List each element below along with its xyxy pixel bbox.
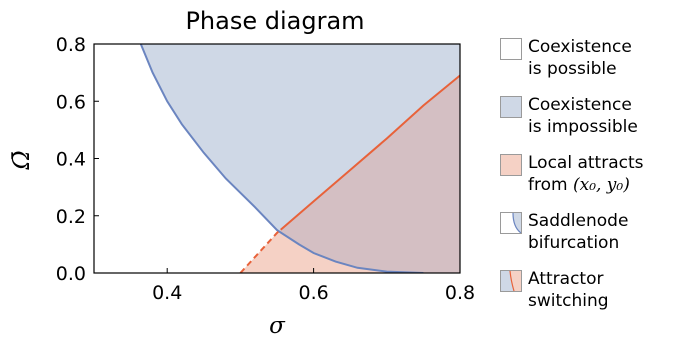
legend-label: Saddlenode bifurcation bbox=[528, 210, 628, 254]
legend-item: Coexistence is impossible bbox=[500, 94, 685, 152]
legend-label-text: Coexistence is possible bbox=[528, 37, 632, 79]
legend-item: Attractor switching bbox=[500, 268, 685, 326]
legend-label: Coexistence is impossible bbox=[528, 94, 638, 138]
legend: Coexistence is possible Coexistence is im… bbox=[500, 36, 685, 326]
y-tick-label: 0.2 bbox=[56, 206, 86, 228]
legend-label-text: Attractor switching bbox=[528, 269, 609, 311]
legend-label-text: Coexistence is impossible bbox=[528, 95, 638, 137]
chart-title: Phase diagram bbox=[185, 7, 364, 35]
legend-swatch bbox=[500, 38, 522, 60]
overlap-region bbox=[240, 75, 460, 273]
plot-area bbox=[139, 44, 460, 273]
attractor-switching-curve bbox=[280, 74, 460, 231]
legend-item: Local attracts from (x₀, y₀) bbox=[500, 152, 685, 210]
legend-swatch bbox=[500, 270, 522, 292]
y-axis-label: Ω̄ bbox=[9, 150, 35, 170]
legend-label: Coexistence is possible bbox=[528, 36, 632, 80]
legend-item: Coexistence is possible bbox=[500, 36, 685, 94]
axis-ticks: 0.4 0.6 0.8 0.0 0.2 0.4 0.6 0.8 bbox=[56, 34, 475, 304]
legend-swatch bbox=[500, 96, 522, 118]
x-tick-label: 0.6 bbox=[298, 282, 328, 304]
x-axis-label: σ bbox=[269, 313, 286, 339]
x-tick-label: 0.8 bbox=[445, 282, 475, 304]
y-tick-label: 0.8 bbox=[56, 34, 86, 56]
legend-label-math: (x₀, y₀) bbox=[572, 175, 630, 195]
legend-swatch bbox=[500, 154, 522, 176]
saddlenode-curve bbox=[139, 44, 424, 273]
x-tick-label: 0.4 bbox=[152, 282, 182, 304]
attractor-switching-dashed bbox=[239, 229, 282, 273]
legend-label-text: Local attracts from bbox=[528, 153, 644, 195]
legend-item: Saddlenode bifurcation bbox=[500, 210, 685, 268]
legend-label-text: Saddlenode bifurcation bbox=[528, 211, 629, 253]
y-tick-label: 0.0 bbox=[56, 263, 86, 285]
y-tick-label: 0.4 bbox=[56, 149, 86, 171]
legend-label: Attractor switching bbox=[528, 268, 609, 312]
legend-swatch bbox=[500, 212, 522, 234]
y-tick-label: 0.6 bbox=[56, 91, 86, 113]
legend-label: Local attracts from (x₀, y₀) bbox=[528, 152, 644, 196]
